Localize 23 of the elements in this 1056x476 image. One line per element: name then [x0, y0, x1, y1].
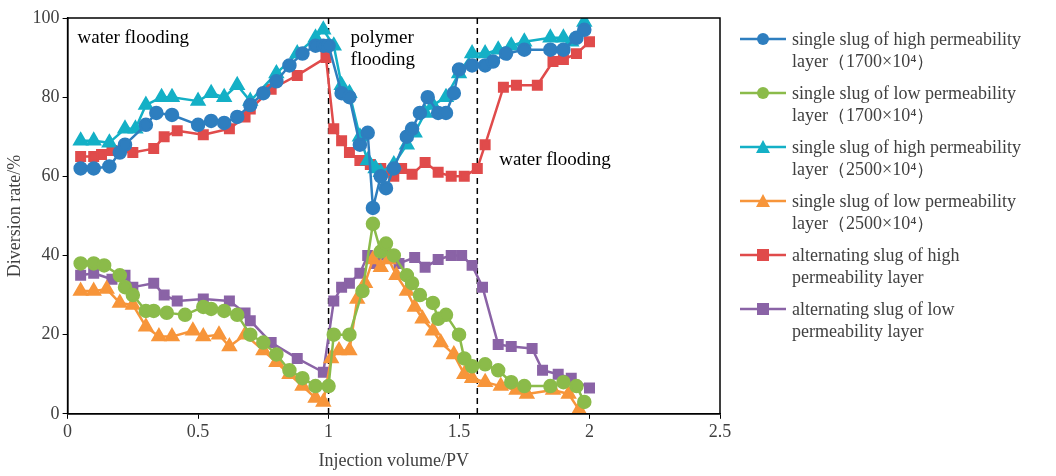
- x-tick-label: 2.5: [708, 421, 732, 442]
- annotation: polymer flooding: [350, 25, 416, 69]
- y-tick-label: 100: [32, 6, 60, 27]
- legend-label: alternating slug of high permeability layer: [792, 244, 961, 288]
- x-tick-label: 2: [585, 421, 595, 442]
- y-tick-label: 80: [41, 85, 60, 106]
- legend-label: single slug of high permeability layer（1700×10⁴）: [792, 28, 1022, 72]
- x-tick-label: 1.5: [447, 421, 471, 442]
- x-axis-title: Injection volume/PV: [318, 449, 470, 470]
- legend-label: alternating slug of low permeability layer: [792, 298, 956, 342]
- legend-label: single slug of high permeability layer（2500×10⁴）: [792, 136, 1022, 180]
- y-tick-label: 0: [50, 402, 60, 423]
- x-tick-label: 0: [63, 421, 73, 442]
- x-tick-label: 0.5: [186, 421, 210, 442]
- y-tick-label: 40: [41, 244, 60, 265]
- annotation: water flooding: [499, 148, 612, 170]
- y-axis-title: Diversion rate/%: [3, 154, 24, 278]
- y-tick-label: 20: [41, 323, 60, 344]
- legend-label: single slug of low permeability layer（2500×10⁴）: [792, 190, 1017, 234]
- x-tick-label: 1: [324, 421, 334, 442]
- annotation: water flooding: [77, 25, 190, 47]
- y-tick-label: 60: [41, 165, 60, 186]
- legend-label: single slug of low permeability layer（1700×10⁴）: [792, 82, 1017, 126]
